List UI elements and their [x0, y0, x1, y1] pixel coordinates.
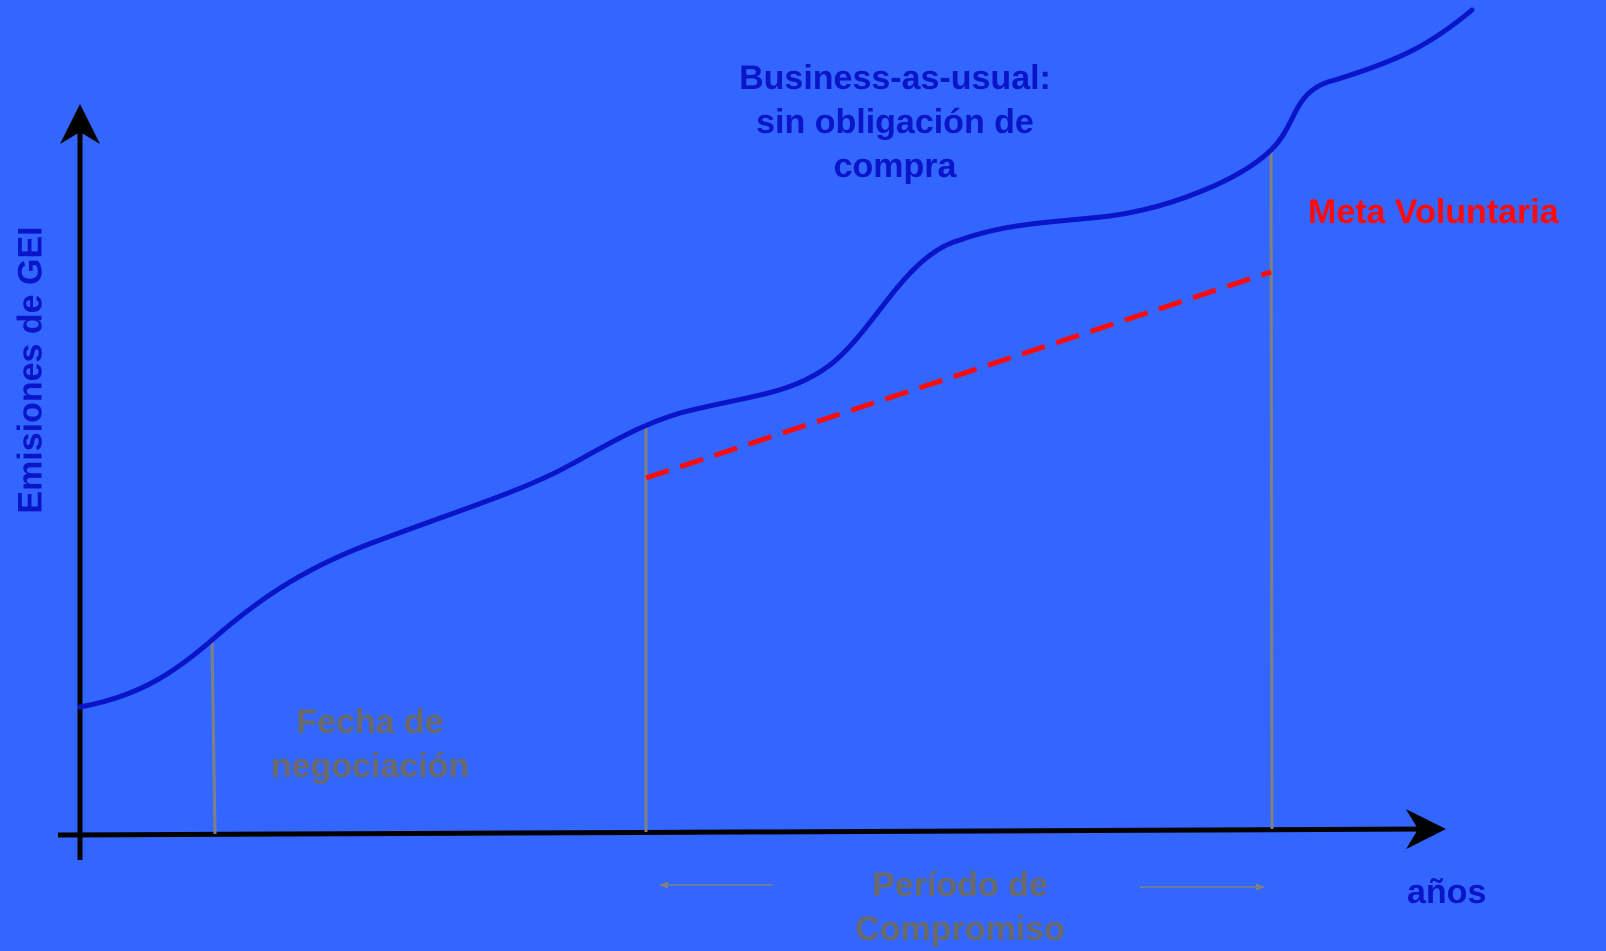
y-axis-label: Emisiones de GEI: [11, 226, 50, 514]
x-axis-label: años: [1407, 873, 1487, 911]
business-as-usual-curve: [77, 7, 1475, 710]
voluntary-target-line: [645, 269, 1272, 481]
business-as-usual-label: Business-as-usual: sin obligación de com…: [739, 59, 1051, 185]
x-axis: [57, 809, 1446, 850]
commitment-end-marker: [1269, 149, 1274, 830]
voluntary-target-label: Meta Voluntaria: [1308, 193, 1559, 231]
negotiation-date-label: Fecha de negociación: [270, 703, 470, 785]
commitment-period-label: Período de Compromiso: [855, 866, 1065, 948]
negotiation-date-marker: [210, 639, 217, 835]
